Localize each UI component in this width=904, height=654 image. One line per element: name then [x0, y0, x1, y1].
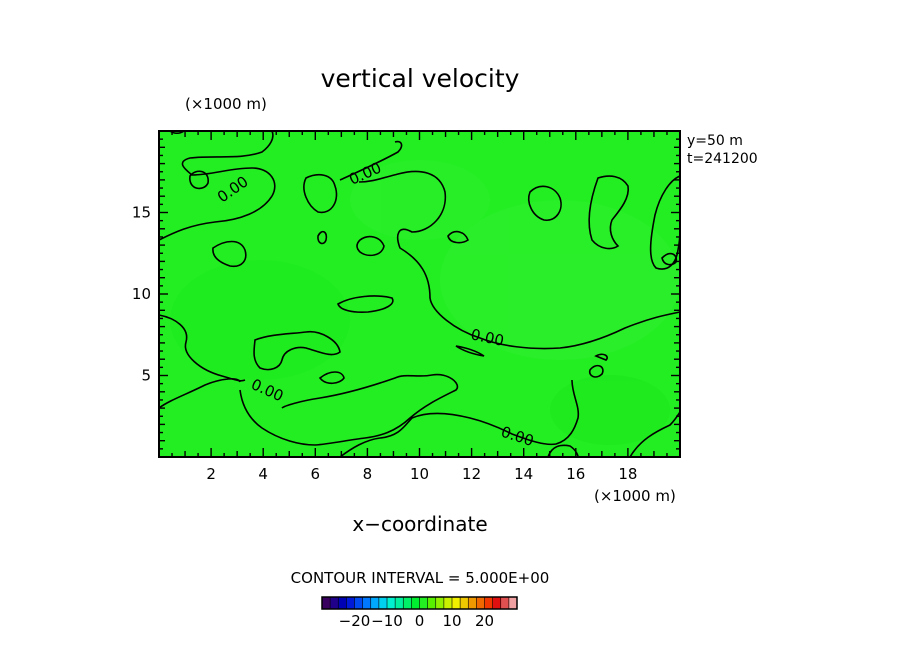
colorbar-swatch	[484, 597, 493, 609]
x-unit-label: (×1000 m)	[594, 487, 676, 505]
colorbar-swatch	[476, 597, 485, 609]
colorbar-swatch	[403, 597, 412, 609]
annotation-y: y=50 m	[687, 133, 743, 149]
velocity-field	[159, 131, 680, 457]
colorbar-swatch	[346, 597, 355, 609]
y-tick-label: 10	[132, 285, 151, 303]
y-tick-label: 15	[132, 204, 151, 222]
colorbar	[321, 596, 518, 610]
colorbar-swatch	[460, 597, 469, 609]
colorbar-swatch	[330, 597, 339, 609]
contour-interval-label: CONTOUR INTERVAL = 5.000E+00	[291, 569, 550, 587]
colorbar-swatch	[411, 597, 420, 609]
y-tick-label: 5	[141, 367, 151, 385]
plot-area: 0.00 0.00 0.00 0.00 0.00 2 4 6 8 10 12 14 16 185…	[132, 130, 681, 484]
x-tick-label: 8	[363, 465, 373, 483]
x-tick-label: 6	[311, 465, 321, 483]
x-tick-label: 2	[206, 465, 216, 483]
field-shading	[170, 160, 680, 445]
colorbar-swatch	[452, 597, 461, 609]
colorbar-tick-labels: −20 −10 0 10 20	[339, 612, 494, 630]
colorbar-swatch	[427, 597, 437, 609]
x-tick-label: 18	[618, 465, 637, 483]
colorbar-swatch	[492, 597, 502, 609]
annotation-t: t=241200	[687, 151, 758, 167]
colorbar-swatch	[419, 597, 428, 609]
colorbar-swatch	[435, 597, 445, 609]
colorbar-tick-label: 10	[442, 612, 461, 630]
colorbar-tick-label: 0	[415, 612, 425, 630]
colorbar-swatch	[395, 597, 404, 609]
colorbar-swatch	[387, 597, 396, 609]
colorbar-swatch	[500, 597, 510, 609]
y-unit-label: (×1000 m)	[185, 95, 267, 113]
colorbar-swatch	[354, 597, 363, 609]
x-tick-label: 10	[410, 465, 429, 483]
colorbar-swatch	[338, 597, 347, 609]
contour-lines	[158, 130, 681, 458]
colorbar-tick-label: −20	[339, 612, 371, 630]
x-tick-label: 4	[258, 465, 268, 483]
colorbar-swatch	[322, 597, 331, 609]
chart-title: vertical velocity	[321, 64, 520, 93]
colorbar-swatch	[362, 597, 372, 609]
colorbar-swatch	[370, 597, 380, 609]
colorbar-tick-label: −10	[371, 612, 403, 630]
colorbar-swatch	[468, 597, 477, 609]
colorbar-swatch	[508, 597, 518, 609]
x-tick-label: 14	[514, 465, 533, 483]
axis-tick-labels: 2 4 6 8 10 12 14 16 18 5 10 15	[132, 204, 638, 484]
colorbar-swatch	[378, 597, 388, 609]
x-tick-label: 12	[462, 465, 481, 483]
x-axis-label: x−coordinate	[352, 512, 487, 536]
x-tick-label: 16	[566, 465, 585, 483]
colorbar-swatch	[443, 597, 453, 609]
axis-ticks	[159, 131, 680, 457]
colorbar-tick-label: 20	[475, 612, 494, 630]
